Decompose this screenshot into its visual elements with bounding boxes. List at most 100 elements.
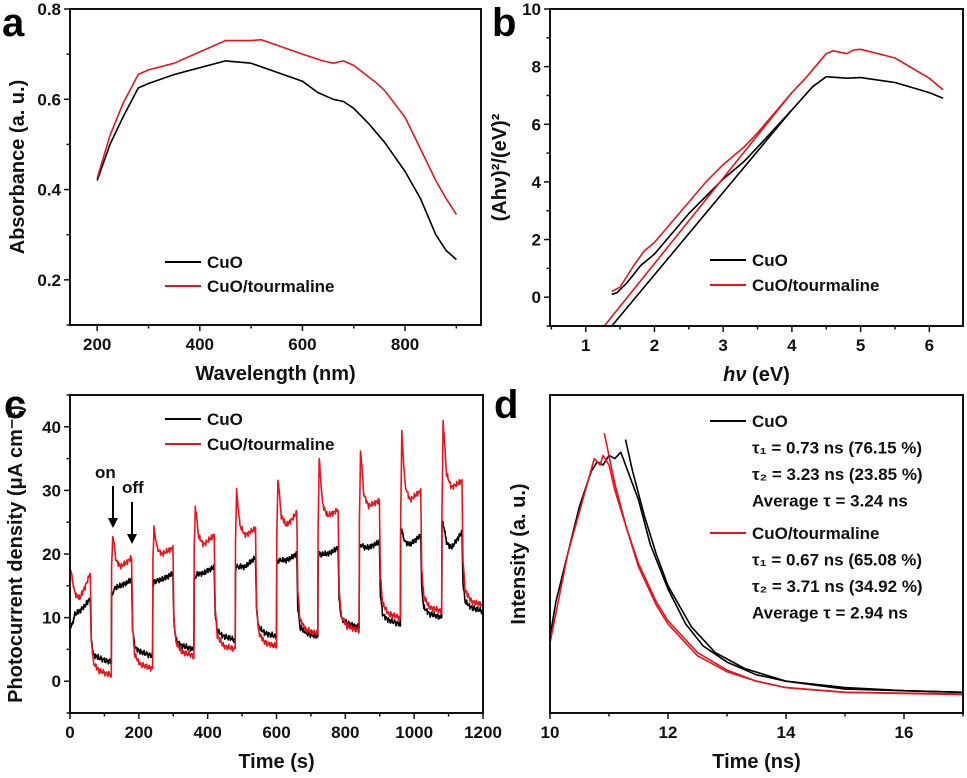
legend-item: CuO <box>165 253 243 272</box>
series-cuo-line <box>550 451 963 694</box>
plot-area <box>550 433 963 696</box>
series-cuo-line <box>96 60 457 261</box>
x-tick-label: 12 <box>659 723 678 742</box>
series-cuo-tourmaline-line <box>70 419 483 678</box>
panel-a: a 200 400 600 800 0.2 0.4 0.6 0.8 Wavelength (nm)… <box>2 0 482 385</box>
legend-label: CuO/tourmaline <box>207 435 335 454</box>
fit-cuo-average: Average τ = 3.24 ns <box>752 492 908 511</box>
y-tick-label: 0.8 <box>37 0 61 19</box>
fit-tourmaline-tau2: τ₂ = 3.71 ns (34.92 %) <box>752 577 923 596</box>
x-axis-title-text: Wavelength (nm) <box>195 363 355 385</box>
x-tick-label: 3 <box>718 336 727 355</box>
x-tick-label: 1000 <box>395 723 433 742</box>
y-axis-title: Intensity (a. u.) <box>508 483 530 624</box>
y-tick-label: 6 <box>532 115 541 134</box>
x-tick-label: 0 <box>65 723 74 742</box>
axes-frame <box>69 8 482 326</box>
x-tick-label: 1 <box>581 336 590 355</box>
x-axis-title: hν (eV) <box>723 364 790 386</box>
x-tick-label: 4 <box>787 336 797 355</box>
legend-label: CuO <box>752 412 788 431</box>
series-cuo-tourmaline-line <box>96 38 458 215</box>
plot-area <box>96 38 458 261</box>
x-tick-label: 14 <box>777 723 796 742</box>
annotation-arrow-head <box>108 518 118 528</box>
y-axis-title: (Ahν)²/(eV)² <box>489 113 511 221</box>
x-axis-title-text: Time (ns) <box>712 751 801 773</box>
y-tick-label: 40 <box>42 418 61 437</box>
x-axis-title-text: Time (s) <box>238 751 314 773</box>
y-tick-label: 0 <box>532 288 541 307</box>
legend-label: CuO/tourmaline <box>752 276 880 295</box>
series-cuo-linear-fit-line <box>611 109 793 326</box>
x-tick-label: 200 <box>125 723 153 742</box>
legend-item: CuO/tourmaline <box>165 277 335 296</box>
x-axis-title: Time (ns) <box>712 751 801 773</box>
series-cuo-line <box>611 75 944 296</box>
plot-area <box>603 48 944 326</box>
panel-b: b 1 2 3 4 5 6 0 2 4 6 8 10 hν (eV) (Ahν)²/(eV)² CuO CuO/… <box>489 0 964 386</box>
panel-label: a <box>2 1 25 45</box>
panel-label: d <box>494 383 518 427</box>
x-tick-label: 600 <box>288 335 316 354</box>
y-tick-label: 0 <box>52 672 61 691</box>
annotation-on: on <box>95 463 116 482</box>
x-tick-label: 2 <box>650 336 659 355</box>
legend-label: CuO/tourmaline <box>207 277 335 296</box>
panel-label: b <box>492 1 516 45</box>
fit-cuo-tau1: τ₁ = 0.73 ns (76.15 %) <box>752 439 922 458</box>
legend-item: CuO <box>710 412 788 431</box>
x-tick-label: 400 <box>193 723 221 742</box>
panel-c: c 0 200 400 600 800 1000 1200 0 10 20 30 40 Time (s) P… <box>4 383 502 773</box>
y-axis-title: Absorbance (a. u.) <box>7 80 29 254</box>
y-tick-label: 4 <box>532 173 542 192</box>
y-tick-label: 30 <box>42 481 61 500</box>
y-tick-label: 0.6 <box>37 90 61 109</box>
fit-cuo-tau2: τ₂ = 3.23 ns (23.85 %) <box>752 465 923 484</box>
series-cuo-tourmaline-fit-line <box>603 433 963 696</box>
y-axis-title: Photocurrent density (μA cm⁻²) <box>5 405 27 703</box>
x-tick-label: 6 <box>925 336 934 355</box>
fit-tourmaline-average: Average τ = 2.94 ns <box>752 604 908 623</box>
panel-label: c <box>4 383 26 427</box>
fit-tourmaline-tau1: τ₁ = 0.67 ns (65.08 %) <box>752 551 922 570</box>
legend-item: CuO/tourmaline <box>710 276 880 295</box>
x-tick-label: 800 <box>391 335 419 354</box>
plot-area <box>70 419 483 678</box>
x-tick-label: 16 <box>895 723 914 742</box>
y-tick-label: 0.2 <box>37 271 61 290</box>
x-tick-label: 5 <box>856 336 865 355</box>
annotation-off: off <box>122 478 144 497</box>
annotation-arrow-head <box>127 534 137 544</box>
y-tick-label: 10 <box>522 0 541 19</box>
panel-d: d 10 12 14 16 Time (ns) Intensity (a. u.) CuO Cu… <box>494 383 964 773</box>
legend-item: CuO/tourmaline <box>165 435 335 454</box>
y-tick-label: 2 <box>532 231 541 250</box>
x-tick-label: 200 <box>83 335 111 354</box>
series-cuo-fit-line <box>624 439 963 694</box>
x-axis-title: Time (s) <box>238 751 314 773</box>
x-tick-label: 400 <box>186 335 214 354</box>
legend-label: CuO/tourmaline <box>752 524 880 543</box>
y-tick-label: 8 <box>532 58 541 77</box>
x-axis-title-symbol: hν <box>723 364 746 386</box>
legend-label: CuO <box>207 410 243 429</box>
legend-item: CuO <box>710 251 788 270</box>
y-tick-label: 20 <box>42 545 61 564</box>
legend-label: CuO <box>752 251 788 270</box>
axes-frame <box>549 394 964 714</box>
y-tick-label: 0.4 <box>37 181 61 200</box>
x-tick-label: 800 <box>331 723 359 742</box>
legend-item: CuO/tourmaline <box>710 524 880 543</box>
y-tick-label: 10 <box>42 609 61 628</box>
series-cuo-tourmaline-linear-fit-line <box>603 92 793 326</box>
x-tick-label: 1200 <box>464 723 502 742</box>
legend-label: CuO <box>207 253 243 272</box>
x-tick-label: 600 <box>262 723 290 742</box>
x-tick-label: 10 <box>541 723 560 742</box>
legend-item: CuO <box>165 410 243 429</box>
x-axis-title-text: (eV) <box>747 364 790 386</box>
x-axis-title: Wavelength (nm) <box>195 363 355 385</box>
axes-frame <box>549 8 964 327</box>
